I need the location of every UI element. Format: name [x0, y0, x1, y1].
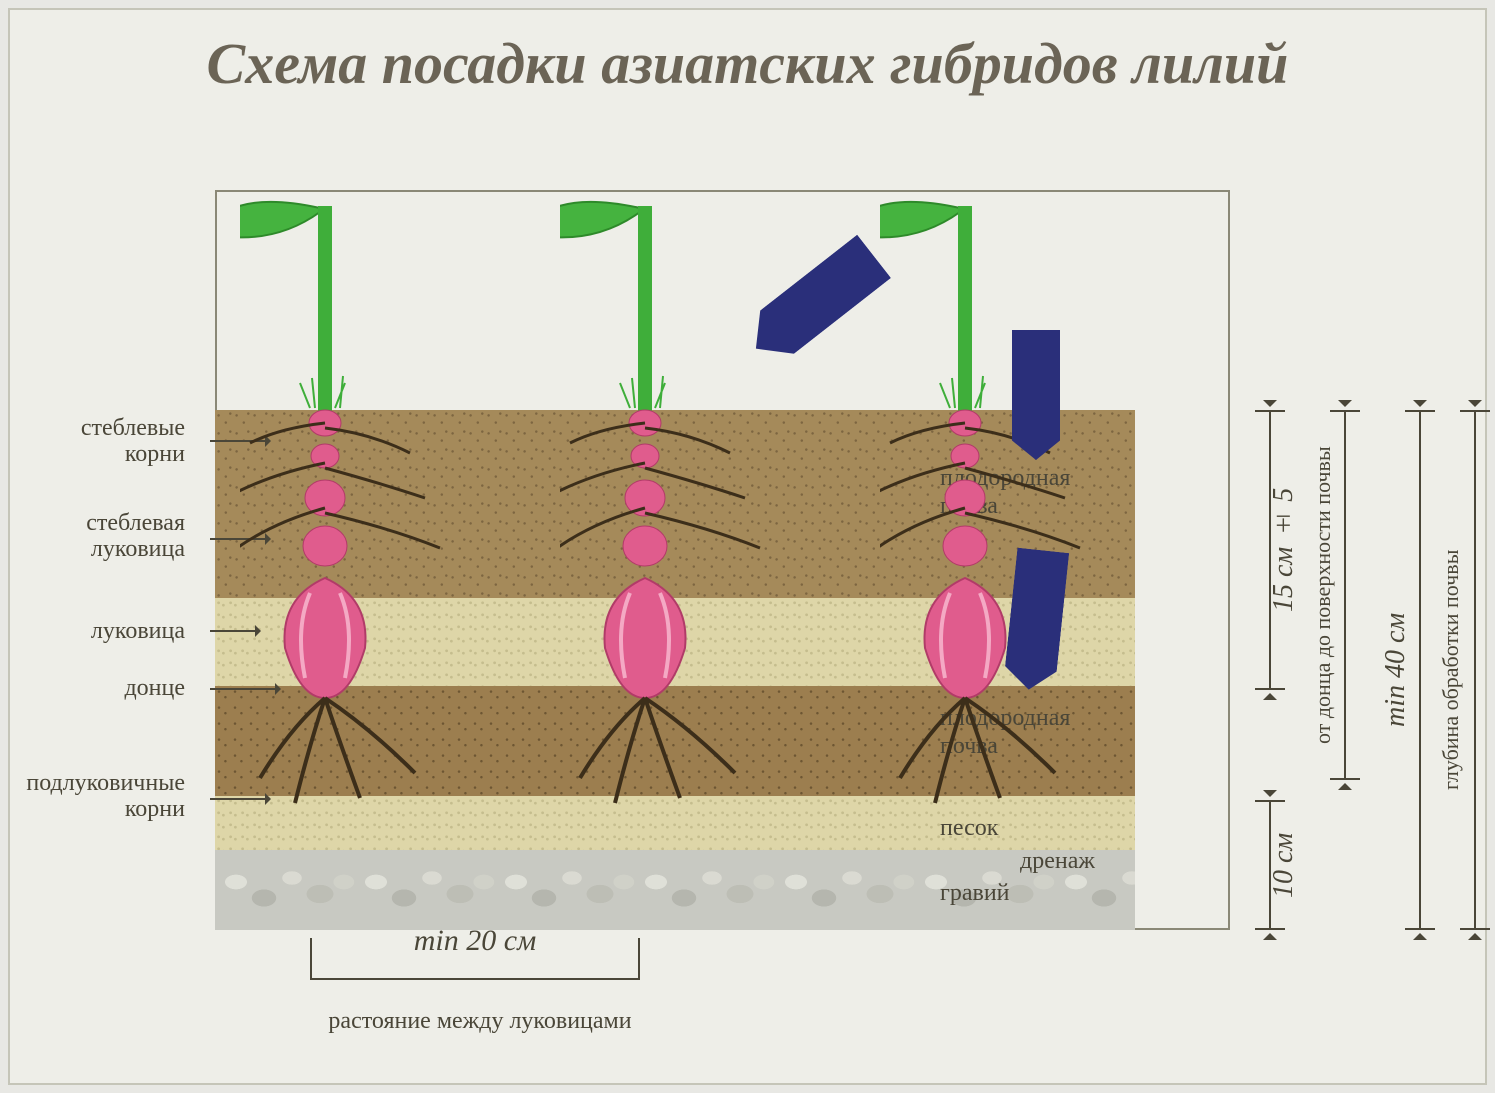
label-bulb: луковица — [0, 618, 185, 644]
label-sub-bulb-roots: подлуковичные корни — [0, 770, 185, 823]
label-drainage: дренаж — [1020, 848, 1220, 876]
spacing-caption: растояние между луковицами — [270, 1008, 690, 1035]
plant-tag-icon — [1012, 330, 1060, 460]
diagram-title: Схема посадки азиатских гибридов лилий — [10, 30, 1485, 97]
label-gravel: гравий — [940, 880, 1140, 908]
measure-40cm-value: min 40 см — [1380, 570, 1412, 770]
label-stem-roots: стеблевые корни — [0, 415, 185, 468]
label-basal-plate: донце — [0, 675, 185, 701]
measure-basal-caption: от донца до поверхности почвы — [1310, 415, 1336, 775]
measure-total-depth — [1460, 410, 1490, 930]
outer-frame: Схема посадки азиатских гибридов лилий п… — [8, 8, 1487, 1085]
spacing-value: min 20 см — [310, 924, 640, 958]
spacing-bracket: min 20 см — [310, 958, 640, 998]
plant-1 — [240, 198, 560, 838]
measure-15cm-value: 15 см ± 5 — [1268, 465, 1300, 635]
plant-3 — [880, 198, 1200, 838]
measure-10cm-value: 10 см — [1268, 815, 1300, 915]
label-stem-bulb: стеблевая луковица — [0, 510, 185, 563]
measure-total-caption: глубина обработки почвы — [1438, 460, 1464, 880]
